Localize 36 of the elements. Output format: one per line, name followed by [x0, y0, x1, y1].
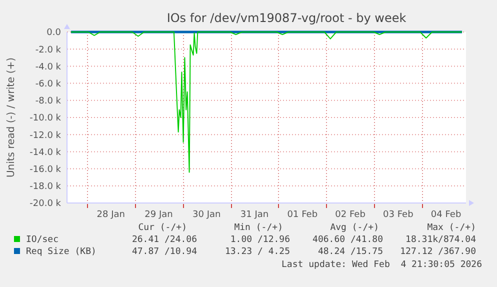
y-tick-label: -8.0 k [35, 96, 62, 107]
y-tick-label: -14.0 k [30, 148, 62, 158]
text: Min (-/+) [234, 223, 283, 233]
x-tick-label: 29 Jan [144, 210, 173, 220]
text: Cur (-/+) [138, 223, 187, 233]
text: 18.31k/874.04 [406, 235, 476, 245]
text: 48.24 /15.75 [318, 247, 383, 257]
text: 1.00 /12.96 [230, 235, 290, 245]
text: 127.12 /367.90 [400, 247, 476, 257]
text: Avg (-/+) [330, 223, 379, 233]
chart-title: IOs for /dev/vm19087-vg/root - by week [166, 11, 406, 25]
y-tick-label: -20.0 k [30, 199, 62, 210]
y-tick-label: -2.0 k [35, 45, 62, 56]
y-tick-label: -6.0 k [35, 79, 62, 90]
x-tick-label: 31 Jan [240, 210, 269, 220]
text: 406.60 /41.80 [312, 235, 383, 245]
x-tick-label: 30 Jan [192, 210, 221, 220]
legend-label: IO/sec [26, 235, 59, 245]
x-tick-label: 02 Feb [335, 210, 366, 220]
x-tick-label: 04 Feb [430, 210, 462, 220]
text: 26.41 /24.06 [132, 235, 197, 245]
legend-label: Req Size (KB) [26, 247, 96, 257]
text: Last update: Wed Feb 4 21:30:05 2026 [282, 260, 482, 270]
text: 47.87 /10.94 [132, 247, 197, 257]
text: Max (-/+) [427, 223, 476, 233]
x-tick-label: 03 Feb [383, 210, 414, 220]
y-tick-label: -4.0 k [35, 62, 62, 72]
y-tick-label: -18.0 k [30, 182, 62, 192]
y-tick-label: -10.0 k [30, 114, 62, 124]
y-tick-label: -16.0 k [30, 164, 62, 175]
text: 13.23 / 4.25 [224, 247, 290, 257]
y-axis-title: Units read (-) / write (+) [6, 57, 17, 178]
y-tick-label: 0.0 [46, 28, 62, 38]
x-tick-label: 01 Feb [287, 210, 318, 220]
y-tick-label: -12.0 k [30, 130, 62, 141]
x-tick-label: 28 Jan [96, 210, 125, 220]
